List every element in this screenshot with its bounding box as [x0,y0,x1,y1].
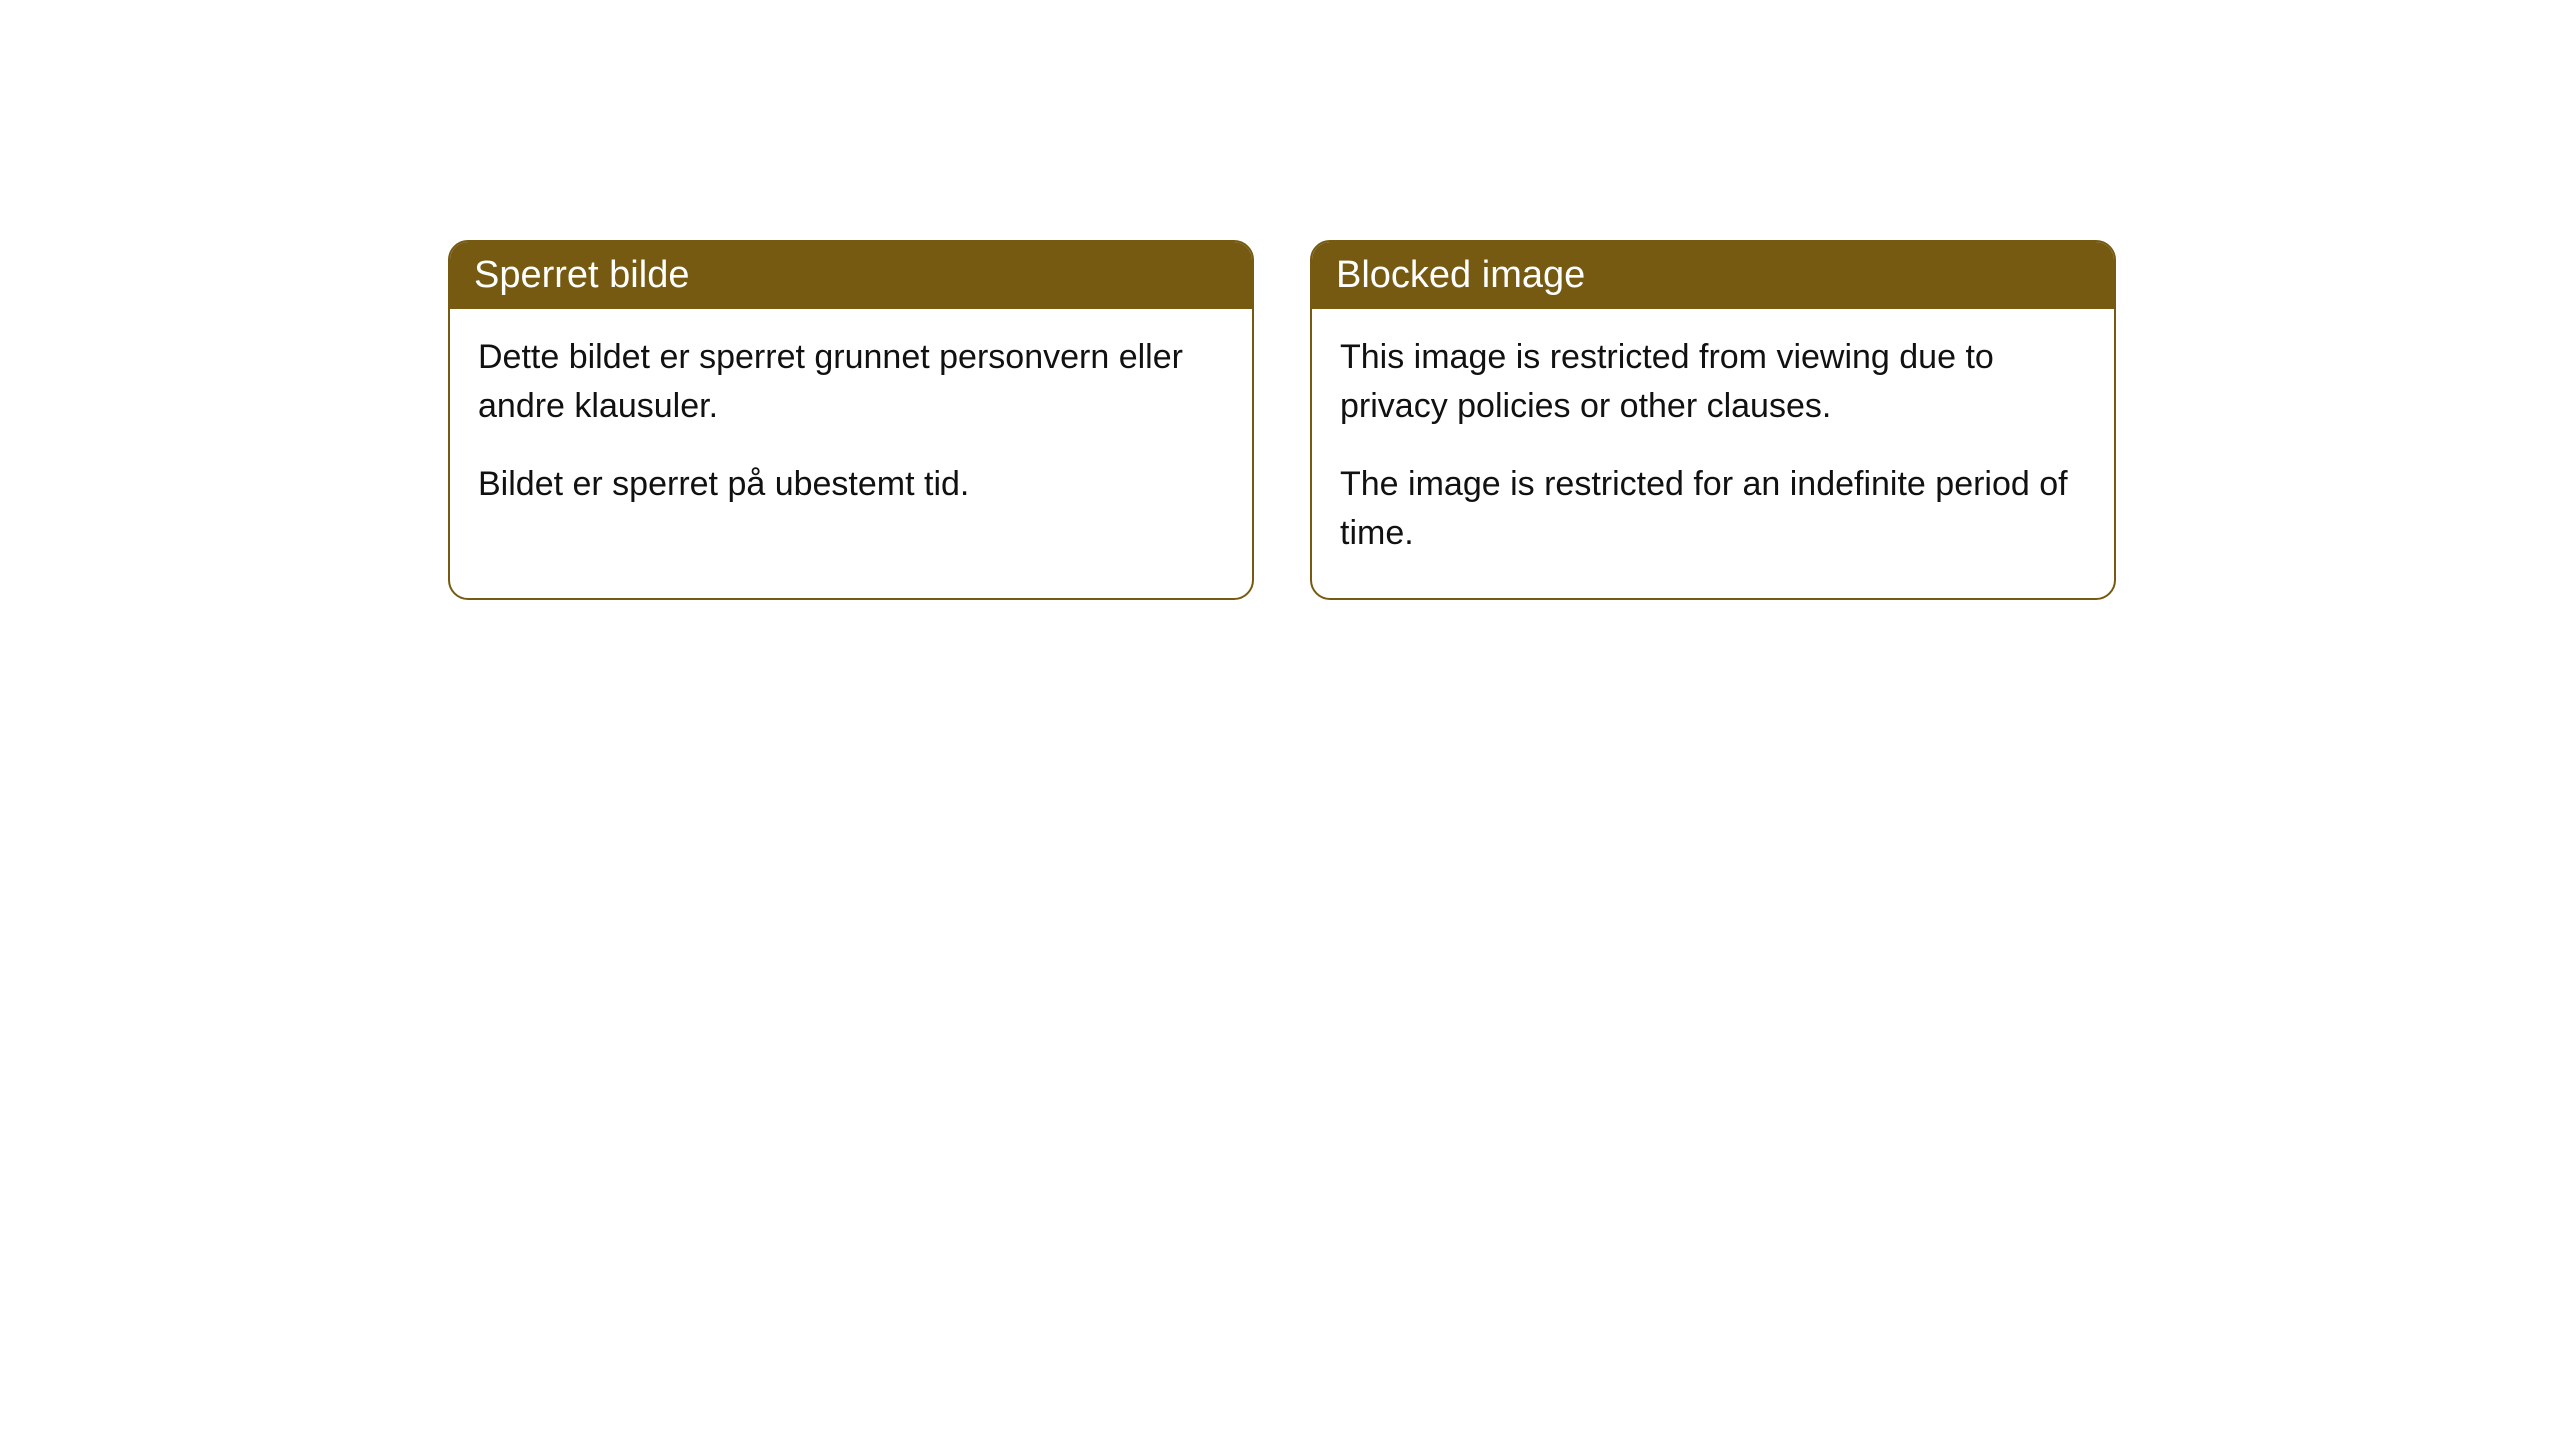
blocked-image-card-english: Blocked image This image is restricted f… [1310,240,2116,600]
card-body: Dette bildet er sperret grunnet personve… [450,309,1252,549]
blocked-image-card-norwegian: Sperret bilde Dette bildet er sperret gr… [448,240,1254,600]
card-paragraph: This image is restricted from viewing du… [1340,333,2086,432]
card-body: This image is restricted from viewing du… [1312,309,2114,598]
card-title: Sperret bilde [450,242,1252,309]
card-paragraph: The image is restricted for an indefinit… [1340,460,2086,559]
card-title: Blocked image [1312,242,2114,309]
card-paragraph: Dette bildet er sperret grunnet personve… [478,333,1224,432]
notice-cards-container: Sperret bilde Dette bildet er sperret gr… [448,240,2116,600]
card-paragraph: Bildet er sperret på ubestemt tid. [478,460,1224,509]
